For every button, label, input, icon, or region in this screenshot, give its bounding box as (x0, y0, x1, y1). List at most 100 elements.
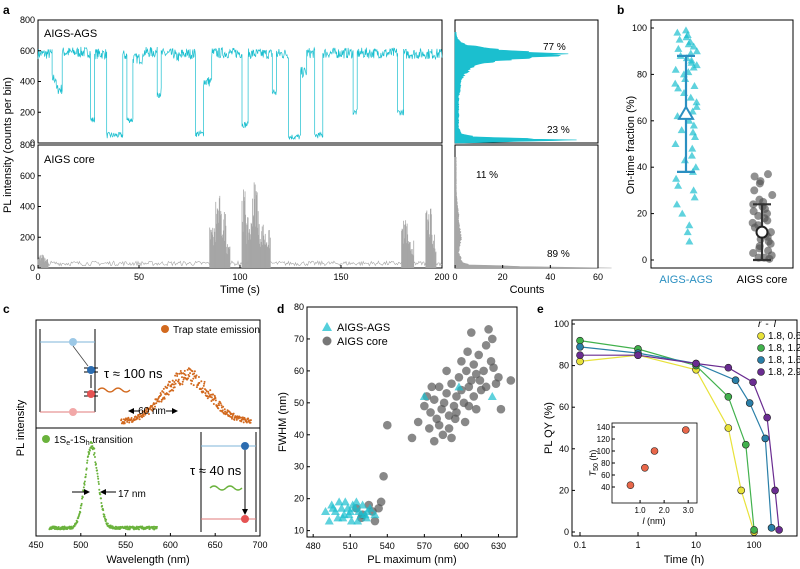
c-band-edge-point (83, 480, 86, 483)
d-aigs-core-point (434, 420, 444, 430)
c-band-edge-point (93, 455, 96, 458)
c-band-edge-point (82, 486, 85, 489)
c-trap-emission-point (192, 384, 195, 387)
c-band-edge-point (85, 467, 88, 470)
c-trap-emission-point (167, 383, 170, 386)
b-aigs-ags-point (688, 107, 697, 115)
c-band-edge-point (92, 453, 95, 456)
e-ytick-label: 40 (559, 444, 569, 454)
d-aigs-core-point (481, 341, 491, 350)
d-aigs-ags-point (351, 497, 361, 506)
d-aigs-ags-point (487, 391, 497, 400)
d-aigs-ags-point (321, 506, 331, 515)
c-trap-emission-point (207, 392, 210, 395)
e-x-axis-label: Time (h) (664, 554, 705, 566)
c-band-edge-point (84, 475, 87, 478)
c-trap-emission-point (192, 377, 195, 380)
e-series-point (763, 413, 771, 422)
b-aigs-ags-point (690, 82, 699, 89)
c-trap-emission-point (195, 386, 198, 389)
c-trap-emission-point (206, 397, 209, 400)
c-trap-emission-point (197, 383, 200, 386)
b-aigs-ags-point (671, 65, 680, 73)
c-trap-emission-point (187, 377, 190, 380)
c-trap-emission-point (141, 416, 144, 419)
c-trap-emission-point (174, 382, 177, 385)
b-aigs-ags-point (683, 228, 692, 236)
c-band-edge-point (106, 522, 109, 525)
c-xtick-label: 550 (118, 540, 133, 550)
b-aigs-ags-point (673, 28, 682, 36)
a-hist-xtick-label: 20 (498, 272, 508, 282)
d-aigs-core-point (379, 472, 388, 481)
d-aigs-core-point (460, 417, 470, 427)
c-trap-emission-point (179, 382, 182, 385)
c-trap-emission-point (249, 419, 252, 422)
c-trap-emission-point (183, 369, 186, 372)
d-aigs-core-point (487, 334, 497, 344)
d-aigs-ags-point (324, 516, 334, 525)
c-band-edge-point (99, 493, 102, 496)
b-aigs-ags-point (672, 174, 681, 182)
d-ytick-label: 20 (294, 494, 304, 504)
b-aigs-ags-point (682, 33, 691, 41)
a-hist-bottom-bars (454, 157, 612, 269)
c-trap-emission-point (210, 396, 213, 399)
a-bottom-ytick-label: 600 (20, 171, 35, 181)
c-band-edge-point (103, 513, 106, 516)
e-ytick-label: 80 (559, 361, 569, 371)
e-inset-xtick-label: 2.0 (659, 506, 671, 515)
a-y-axis-label: PL intensity (counts per bin) (2, 77, 14, 213)
c-trap-emission-point (202, 384, 205, 387)
b-aigs-ags-point (690, 193, 699, 201)
d-aigs-core-point (484, 325, 493, 334)
c-diag2-photon-wave (209, 485, 243, 491)
c-band-edge-point (98, 488, 101, 491)
d-aigs-core-point (454, 372, 464, 382)
a-pct-23: 23 % (547, 125, 570, 136)
c-trap-emission-point (142, 413, 145, 416)
c-trap-emission-point (230, 412, 233, 415)
d-aigs-ags-point (340, 497, 350, 506)
a-hist-top-frame (454, 19, 599, 144)
c-trap-emission-point (174, 379, 177, 382)
d-aigs-core-point (494, 372, 503, 382)
panel-letter-b: b (617, 3, 624, 17)
e-inset-point (650, 447, 659, 455)
e-inset-ytick-label: 40 (601, 483, 610, 492)
c-trap-emission-point (198, 381, 201, 384)
b-aigs-core-point (766, 239, 775, 248)
c-trap-emission-point (128, 421, 131, 424)
e-inset-ytick-label: 60 (601, 471, 610, 480)
e-series-point (749, 378, 757, 387)
b-aigs-ags-point (672, 200, 681, 208)
c-trap-emission-point (136, 417, 139, 420)
a-bottom-ytick-label: 800 (20, 140, 35, 150)
c-trap-emission-point (195, 374, 198, 377)
c-trap-emission-point (178, 372, 181, 375)
d-aigs-core-point (450, 414, 460, 424)
c-energy-diagram-band (200, 432, 257, 532)
e-inset-frame (611, 422, 698, 504)
b-aigs-ags-point (674, 181, 683, 189)
a-top-ytick-label: 600 (20, 46, 35, 56)
d-aigs-core-point (370, 516, 380, 526)
e-inset-xtick-label: 1.0 (635, 506, 647, 515)
a-top-trace-line (37, 46, 443, 141)
d-aigs-core-point (463, 347, 472, 357)
e-series-line (580, 354, 780, 530)
c-trap-legend-dot (161, 325, 169, 333)
b-aigs-ags-point (685, 237, 694, 245)
d-aigs-core-point (434, 382, 444, 392)
e-frame (571, 319, 798, 537)
c-trap-emission-point (147, 412, 150, 415)
e-series-point (737, 486, 745, 495)
e-legend-label: 1.8, 1.6 (768, 355, 800, 366)
c-trap-emission-point (204, 392, 207, 395)
c-band-edge-point (96, 472, 99, 475)
c-trap-emission-point (235, 418, 238, 421)
c-trap-emission-point (172, 383, 175, 386)
c-band-edge-point (63, 525, 66, 528)
c-band-edge-point (84, 473, 87, 476)
b-aigs-ags-point (692, 98, 701, 106)
